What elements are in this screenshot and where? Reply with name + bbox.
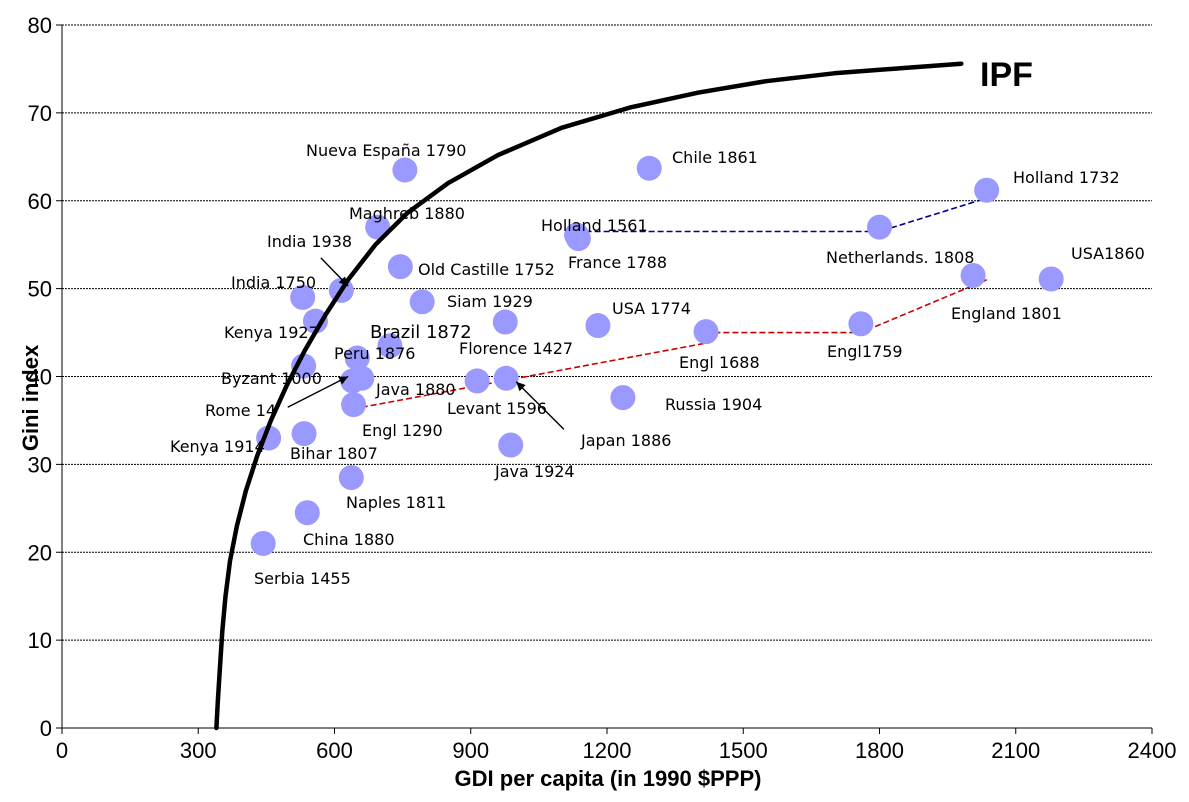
y-tick-label: 10 xyxy=(28,628,52,653)
point-label: Naples 1811 xyxy=(346,493,446,512)
data-point xyxy=(585,313,611,339)
data-point xyxy=(290,284,316,310)
data-point xyxy=(498,432,524,458)
point-label: India 1938 xyxy=(267,232,352,251)
point-label: Kenya 1927 xyxy=(224,323,319,342)
point-label: Nueva España 1790 xyxy=(306,141,466,160)
point-label: England 1801 xyxy=(951,304,1062,323)
data-point xyxy=(291,421,317,447)
data-point xyxy=(867,214,892,240)
x-axis-label: GDI per capita (in 1990 $PPP) xyxy=(455,766,762,791)
y-tick-label: 30 xyxy=(28,452,52,477)
data-point xyxy=(565,226,591,252)
x-tick-label: 600 xyxy=(316,738,353,763)
y-tick-label: 40 xyxy=(28,365,52,390)
data-point xyxy=(387,254,413,280)
point-label: India 1750 xyxy=(231,273,316,292)
point-label: Java 1880 xyxy=(375,380,456,399)
data-points xyxy=(250,155,1064,556)
x-tick-label: 1200 xyxy=(583,738,632,763)
point-label: Florence 1427 xyxy=(459,339,573,358)
point-label: Chile 1861 xyxy=(672,148,758,167)
point-label: Java 1924 xyxy=(494,462,575,481)
point-label: Levant 1596 xyxy=(447,399,547,418)
point-label: USA1860 xyxy=(1071,244,1145,263)
point-label: Serbia 1455 xyxy=(254,569,351,588)
arrow-head xyxy=(338,376,349,385)
data-point xyxy=(377,333,403,359)
point-label: China 1880 xyxy=(303,530,395,549)
y-axis-label: Gini index xyxy=(18,344,43,451)
data-point xyxy=(294,500,320,526)
point-label: Japan 1886 xyxy=(580,431,671,450)
point-label: France 1788 xyxy=(568,253,667,272)
data-point xyxy=(974,177,1000,203)
data-point xyxy=(636,155,662,181)
x-tick-label: 300 xyxy=(180,738,217,763)
y-tick-label: 50 xyxy=(28,277,52,302)
point-label: Bihar 1807 xyxy=(290,444,378,463)
data-point xyxy=(338,465,364,491)
point-label: Rome 14 xyxy=(205,401,276,420)
x-tick-label: 2400 xyxy=(1128,738,1177,763)
ipf-curve-group: IPF xyxy=(214,56,1033,731)
data-point xyxy=(610,385,636,411)
arrow-head xyxy=(516,381,526,392)
data-point xyxy=(1038,266,1064,292)
data-point xyxy=(250,530,276,556)
x-tick-label: 2100 xyxy=(991,738,1040,763)
point-label: Engl 1290 xyxy=(362,421,443,440)
point-label: Engl 1688 xyxy=(679,353,760,372)
ipf-curve xyxy=(214,61,964,731)
tick-labels: 0 10 20 30 40 50 60 70 80 0 300 600 900 1200 1500 1800 2… xyxy=(28,13,1177,763)
data-point xyxy=(302,308,328,334)
axes xyxy=(56,24,1153,734)
annotation-arrows xyxy=(287,257,565,430)
point-label: Siam 1929 xyxy=(447,292,533,311)
point-label: USA 1774 xyxy=(612,299,691,318)
data-point xyxy=(493,365,519,391)
point-label: Byzant 1000 xyxy=(221,369,322,388)
point-label: Holland 1732 xyxy=(1013,168,1120,187)
y-tick-label: 80 xyxy=(28,13,52,38)
data-point xyxy=(848,311,874,337)
data-point xyxy=(344,345,370,371)
point-label: Kenya 1914 xyxy=(170,437,265,456)
point-label: Old Castille 1752 xyxy=(418,260,555,279)
annotation-arrow xyxy=(515,381,565,430)
data-point xyxy=(960,262,986,288)
data-point xyxy=(409,289,435,315)
point-label: Netherlands. 1808 xyxy=(826,248,974,267)
data-point xyxy=(340,368,366,394)
data-point xyxy=(341,392,367,418)
point-label: Brazil 1872 xyxy=(370,322,472,343)
data-point xyxy=(291,353,317,379)
y-tick-label: 0 xyxy=(40,716,52,741)
y-tick-label: 20 xyxy=(28,540,52,565)
x-tick-label: 900 xyxy=(452,738,489,763)
ipf-curve-label: IPF xyxy=(980,56,1033,94)
x-tick-label: 1800 xyxy=(855,738,904,763)
point-labels: Nueva España 1790 Chile 1861 Holland 1732 M… xyxy=(170,141,1145,588)
x-tick-label: 1500 xyxy=(719,738,768,763)
point-label: Russia 1904 xyxy=(665,395,762,414)
data-point xyxy=(392,157,418,183)
arrow-head xyxy=(338,276,349,286)
y-tick-label: 70 xyxy=(28,101,52,126)
point-label: Holland 1561 xyxy=(541,216,648,235)
data-point xyxy=(464,368,490,394)
point-label: Peru 1876 xyxy=(334,344,415,363)
x-tick-label: 0 xyxy=(56,738,68,763)
point-label: Maghreb 1880 xyxy=(349,204,465,223)
y-tick-label: 60 xyxy=(28,189,52,214)
annotation-arrow xyxy=(287,375,349,408)
point-label: Engl1759 xyxy=(827,342,903,361)
data-point xyxy=(492,309,518,335)
data-point xyxy=(693,319,719,345)
